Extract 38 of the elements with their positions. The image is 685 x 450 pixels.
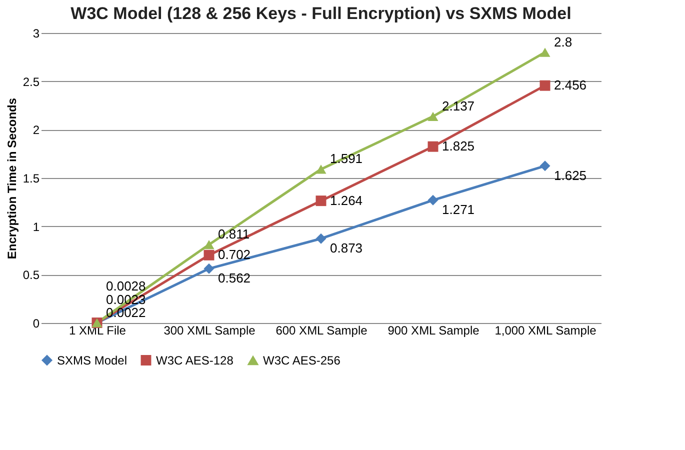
point <box>540 160 550 172</box>
y-tick-label: 1 <box>32 220 40 234</box>
point <box>204 263 214 274</box>
y-axis-title: Encryption Time in Seconds <box>4 98 19 260</box>
legend-label: W3C AES-256 <box>263 354 341 368</box>
data-label: 0.702 <box>218 247 251 262</box>
data-label: 1.625 <box>554 168 587 183</box>
point <box>428 194 438 206</box>
x-tick-label: 600 XML Sample <box>276 324 368 338</box>
data-label: 0.0028 <box>106 278 146 294</box>
point <box>540 80 550 91</box>
point <box>540 48 550 57</box>
data-label: 0.562 <box>218 270 251 286</box>
chart-title: W3C Model (128 & 256 Keys - Full Encryption) vs SXMS Model <box>70 4 572 23</box>
data-label: 2.8 <box>554 34 572 50</box>
y-tick-label: 0.5 <box>22 268 40 282</box>
y-tick-label: 2 <box>32 123 40 138</box>
legend-label: W3C AES-128 <box>156 353 234 368</box>
y-tick-label: 0 <box>32 316 40 330</box>
point <box>428 141 438 152</box>
point <box>204 250 214 260</box>
data-label: 2.456 <box>554 78 587 93</box>
point <box>316 233 326 244</box>
x-tick-label: 1,000 XML Sample <box>494 324 597 338</box>
point <box>204 240 214 250</box>
x-tick-label: 900 XML Sample <box>388 324 480 338</box>
y-tick-label: 3 <box>32 26 40 40</box>
data-label: 1.264 <box>330 192 363 208</box>
data-label: 1.271 <box>442 202 475 218</box>
y-tick-label: 2.5 <box>22 74 40 89</box>
data-label: 1.825 <box>442 138 475 154</box>
point <box>316 196 326 206</box>
x-tick-label: 300 XML Sample <box>164 324 256 338</box>
point <box>428 112 438 121</box>
point <box>316 164 326 174</box>
y-tick-label: 1.5 <box>22 172 40 186</box>
legend-label: SXMS Model <box>57 353 128 368</box>
data-label: 0.873 <box>330 240 363 256</box>
